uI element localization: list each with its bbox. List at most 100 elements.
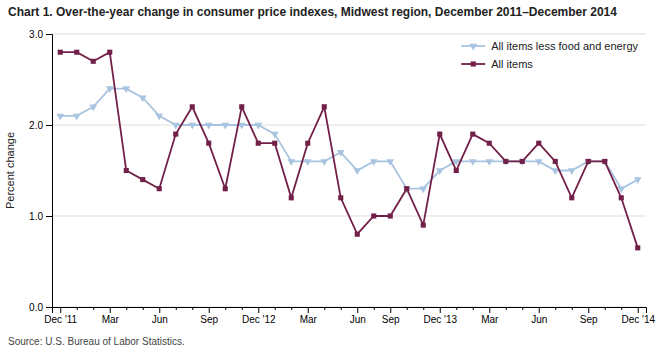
marker <box>634 177 642 184</box>
marker <box>272 141 277 146</box>
marker <box>256 141 261 146</box>
x-tick-label: Mar <box>102 314 120 325</box>
marker <box>106 86 114 93</box>
marker <box>91 59 96 64</box>
marker <box>73 114 81 121</box>
y-axis-title: Percent change <box>4 132 16 209</box>
x-tick-label: Dec '14 <box>621 314 655 325</box>
x-tick-mark <box>456 307 457 310</box>
annotation: Source: U.S. Bureau of Labor Statistics. <box>8 336 185 347</box>
marker <box>520 159 525 164</box>
marker <box>437 132 442 137</box>
legend-label: All items less food and energy <box>491 40 638 52</box>
plot: 0.01.02.03.0Dec '11MarJunSepDec '12MarJu… <box>29 29 655 325</box>
marker <box>254 123 262 130</box>
x-tick-label: Jun <box>531 314 547 325</box>
x-tick-mark <box>357 307 358 313</box>
x-tick-mark <box>60 307 61 313</box>
y-axis: 0.01.02.03.0 <box>29 29 52 313</box>
marker <box>271 132 279 139</box>
x-tick <box>621 307 622 310</box>
x-tick: Jun <box>531 307 547 325</box>
x-tick <box>555 307 556 310</box>
x-tick-mark <box>176 307 177 310</box>
marker <box>535 159 543 166</box>
x-tick <box>77 307 78 310</box>
marker <box>436 168 444 175</box>
marker <box>205 123 213 130</box>
marker <box>635 245 640 250</box>
x-tick: Sep <box>580 307 598 325</box>
x-tick: Dec '13 <box>423 307 457 325</box>
x-tick: Mar <box>102 307 120 325</box>
x-tick-label: Dec '13 <box>423 314 457 325</box>
marker <box>388 213 393 218</box>
marker <box>602 159 607 164</box>
x-tick: Sep <box>200 307 218 325</box>
x-tick-mark <box>555 307 556 310</box>
x-tick <box>473 307 474 310</box>
x-tick-mark <box>77 307 78 310</box>
x-tick <box>275 307 276 310</box>
marker <box>206 141 211 146</box>
marker <box>58 50 63 55</box>
x-tick-mark <box>258 307 259 313</box>
marker <box>470 132 475 137</box>
marker <box>239 104 244 109</box>
marker <box>485 159 493 166</box>
y-tick: 3.0 <box>29 29 52 40</box>
marker <box>304 159 312 166</box>
x-tick-label: Sep <box>200 314 218 325</box>
grid-line <box>52 125 646 126</box>
marker <box>124 168 129 173</box>
x-tick <box>324 307 325 310</box>
y-tick: 0.0 <box>29 302 52 313</box>
marker <box>322 104 327 109</box>
x-tick-mark <box>473 307 474 310</box>
grid-line <box>52 34 646 35</box>
marker <box>487 141 492 146</box>
legend-marker <box>471 61 476 66</box>
legend: All items less food and energyAll items <box>461 40 638 70</box>
marker <box>421 223 426 228</box>
x-tick <box>225 307 226 310</box>
x-tick-label: Sep <box>382 314 400 325</box>
x-tick <box>423 307 424 310</box>
x-tick-mark <box>440 307 441 313</box>
x-tick <box>242 307 243 310</box>
marker <box>553 159 558 164</box>
marker <box>173 132 178 137</box>
x-tick <box>572 307 573 310</box>
x-tick-label: Jun <box>152 314 168 325</box>
x-tick-mark <box>143 307 144 310</box>
marker <box>289 195 294 200</box>
x-tick <box>605 307 606 310</box>
marker <box>371 213 376 218</box>
marker <box>338 195 343 200</box>
x-tick-mark <box>159 307 160 313</box>
marker <box>305 141 310 146</box>
legend-marker <box>469 44 477 51</box>
x-tick <box>407 307 408 310</box>
x-tick-mark <box>605 307 606 310</box>
marker <box>188 123 196 130</box>
x-tick-mark <box>539 307 540 313</box>
y-tick-label: 0.0 <box>29 302 43 313</box>
x-tick-mark <box>423 307 424 310</box>
marker <box>56 114 64 121</box>
x-tick: Mar <box>300 307 318 325</box>
x-tick: Jun <box>350 307 366 325</box>
marker <box>74 50 79 55</box>
marker <box>454 168 459 173</box>
marker <box>584 159 592 166</box>
marker <box>287 159 295 166</box>
x-axis: Dec '11MarJunSepDec '12MarJunSepDec '13M… <box>44 307 655 325</box>
chart: Chart 1. Over-the-year change in consume… <box>0 0 670 351</box>
y-axis-line <box>46 35 53 308</box>
x-tick <box>341 307 342 310</box>
marker <box>503 159 508 164</box>
x-tick-mark <box>192 307 193 310</box>
series <box>56 86 641 193</box>
y-tick-label: 1.0 <box>29 211 43 222</box>
x-tick: Mar <box>481 307 499 325</box>
